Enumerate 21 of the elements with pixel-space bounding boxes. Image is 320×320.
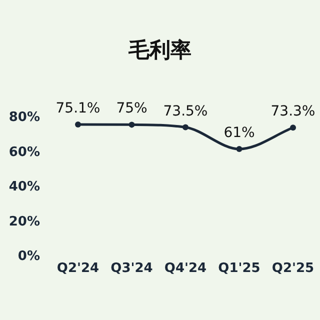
y-tick-label: 40% xyxy=(8,180,40,194)
point xyxy=(75,122,81,128)
data-label: 61% xyxy=(224,125,255,142)
x-tick-label: Q2'24 xyxy=(56,261,100,276)
x-tick-label: Q4'24 xyxy=(164,261,207,276)
y-tick-label: 80% xyxy=(8,110,40,125)
data-label: 73.5% xyxy=(163,103,208,120)
x-tick-label: Q2'25 xyxy=(272,261,314,276)
y-tick-label: 20% xyxy=(8,214,40,230)
point xyxy=(128,122,135,128)
x-tick-label: Q1'25 xyxy=(218,261,260,276)
y-tick-label: 60% xyxy=(8,144,40,160)
point xyxy=(182,124,188,130)
chart-title: 毛利率 xyxy=(128,38,192,62)
data-label: 73.3% xyxy=(270,104,316,120)
data-label: 75.1% xyxy=(56,100,100,117)
x-tick-label: Q3'24 xyxy=(110,261,153,276)
data-label: 75% xyxy=(116,100,148,117)
y-tick-label: 0% xyxy=(18,249,40,264)
point xyxy=(290,124,296,131)
point xyxy=(236,146,242,152)
